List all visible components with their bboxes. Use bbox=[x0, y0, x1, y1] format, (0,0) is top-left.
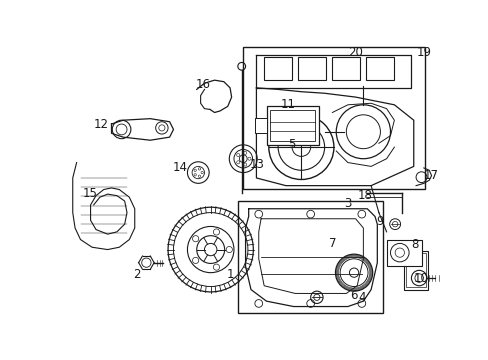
Text: 3: 3 bbox=[0, 359, 1, 360]
Text: 6: 6 bbox=[349, 289, 357, 302]
Text: 9: 9 bbox=[375, 215, 383, 228]
Bar bbox=[270, 110, 315, 141]
Text: 8: 8 bbox=[410, 238, 417, 251]
Bar bbox=[403, 251, 427, 289]
Text: 2: 2 bbox=[133, 268, 141, 281]
Text: 18: 18 bbox=[0, 359, 1, 360]
Text: 12: 12 bbox=[94, 118, 109, 131]
Text: 17: 17 bbox=[423, 169, 438, 182]
Text: 5: 5 bbox=[288, 138, 295, 151]
Bar bbox=[264, 57, 291, 80]
Text: 10: 10 bbox=[0, 359, 1, 360]
Text: 12: 12 bbox=[0, 359, 1, 360]
Bar bbox=[298, 57, 325, 80]
Bar bbox=[366, 57, 393, 80]
Bar bbox=[237, 201, 382, 313]
Bar bbox=[332, 57, 360, 80]
Text: 16: 16 bbox=[0, 359, 1, 360]
Text: 20: 20 bbox=[347, 46, 362, 59]
Text: 1: 1 bbox=[0, 359, 1, 360]
Text: 4: 4 bbox=[0, 359, 1, 360]
Text: 8: 8 bbox=[0, 359, 1, 360]
Text: 7: 7 bbox=[328, 237, 335, 250]
Text: 2: 2 bbox=[0, 359, 1, 360]
Text: 13: 13 bbox=[0, 359, 1, 360]
Text: 15: 15 bbox=[83, 187, 98, 200]
Text: 1: 1 bbox=[226, 268, 233, 281]
Bar bbox=[254, 118, 266, 133]
Bar bbox=[243, 47, 425, 189]
Bar bbox=[266, 106, 319, 145]
Text: 9: 9 bbox=[0, 359, 1, 360]
Text: 5: 5 bbox=[0, 359, 1, 360]
Text: 10: 10 bbox=[413, 271, 428, 284]
Text: 14: 14 bbox=[0, 359, 1, 360]
Text: 13: 13 bbox=[249, 158, 264, 171]
Bar bbox=[405, 253, 425, 287]
Text: 4: 4 bbox=[357, 291, 365, 304]
Text: 18: 18 bbox=[357, 189, 371, 202]
Text: 16: 16 bbox=[195, 77, 210, 90]
Text: 19: 19 bbox=[0, 359, 1, 360]
Text: 11: 11 bbox=[280, 98, 295, 111]
Text: 20: 20 bbox=[0, 359, 1, 360]
Text: 14: 14 bbox=[172, 161, 187, 175]
Bar bbox=[386, 239, 421, 266]
Text: 17: 17 bbox=[0, 359, 1, 360]
Text: 15: 15 bbox=[0, 359, 1, 360]
Text: 11: 11 bbox=[0, 359, 1, 360]
Text: 6: 6 bbox=[0, 359, 1, 360]
Text: 7: 7 bbox=[0, 359, 1, 360]
Text: 3: 3 bbox=[344, 197, 351, 210]
Text: 19: 19 bbox=[415, 46, 430, 59]
